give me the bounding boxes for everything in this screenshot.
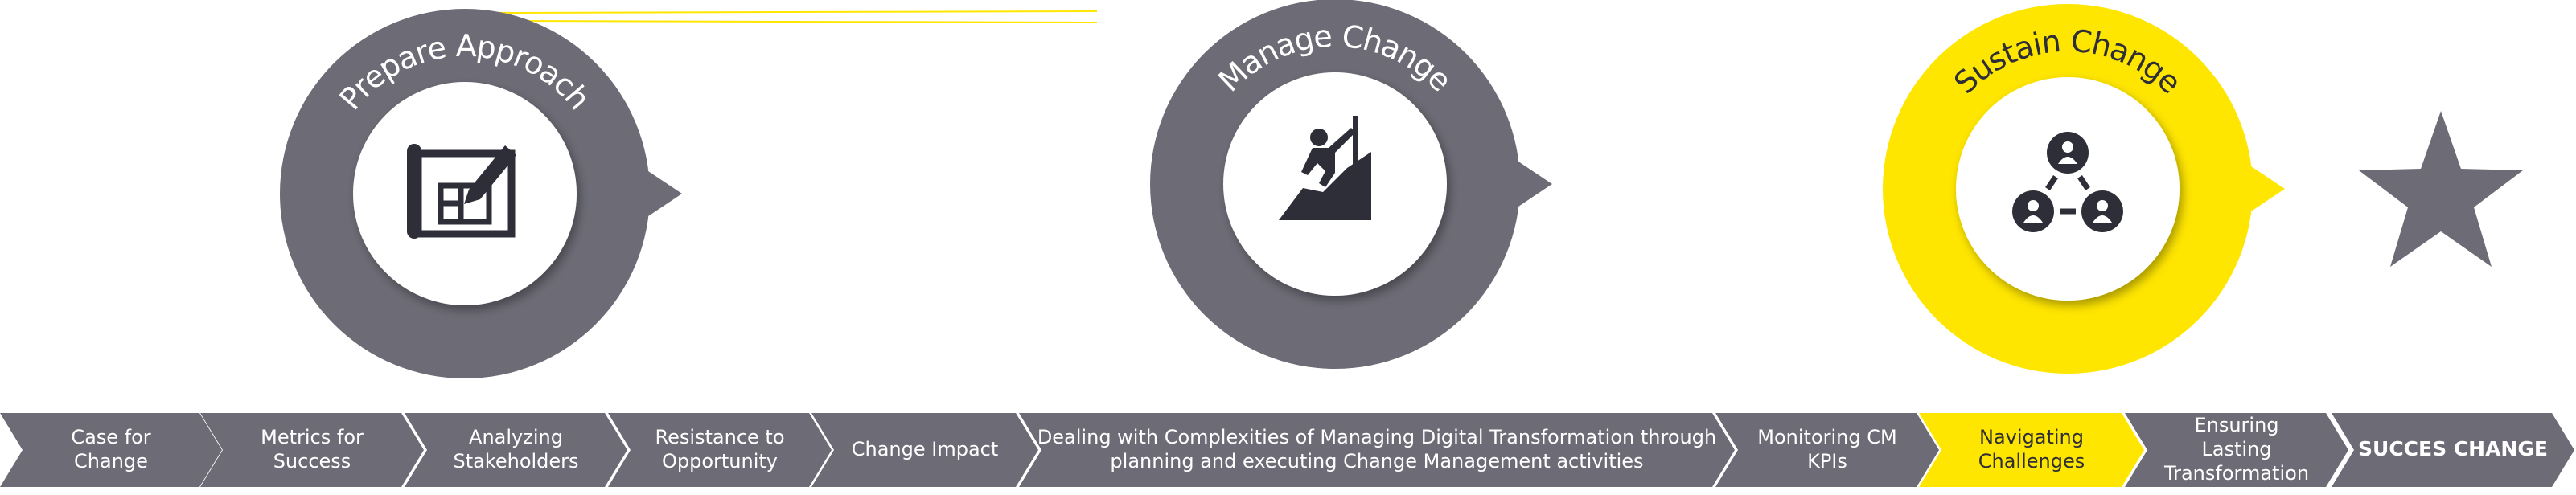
- icon-person-body: [2058, 157, 2077, 164]
- chevron-label: SUCCES CHANGE: [2358, 437, 2548, 460]
- chevron: [1715, 413, 1939, 487]
- chevron-label: Case for: [71, 426, 150, 448]
- chevron-label: Resistance to: [655, 426, 784, 448]
- chevron-label: Transformation: [2163, 462, 2309, 485]
- chevron: [608, 413, 832, 487]
- icon-body: [1301, 128, 1355, 187]
- inner-circle: [353, 82, 577, 305]
- chevron-label: Analyzing: [469, 426, 563, 448]
- chevron-label: Change Impact: [852, 438, 999, 460]
- icon-person-head: [2028, 200, 2039, 211]
- chevron: [200, 413, 424, 487]
- icon-person-head: [2097, 200, 2108, 211]
- chevron-label: Navigating: [1979, 426, 2084, 448]
- inner-circle: [1956, 77, 2180, 301]
- chevron: [2125, 413, 2348, 487]
- chevron-label: Monitoring CM: [1757, 426, 1896, 448]
- chevron: [2332, 413, 2574, 487]
- chevron-label: Dealing with Complexities of Managing Di…: [1037, 426, 1716, 448]
- icon-links: [2045, 175, 2090, 215]
- chevron-label: Metrics for: [261, 426, 364, 448]
- deco-line: [491, 10, 1098, 14]
- chevron-label: Lasting: [2201, 438, 2271, 460]
- icon-scroll: [407, 144, 421, 239]
- chevron: [811, 413, 1038, 487]
- icon-pencil: [464, 145, 516, 204]
- icon-climber: [1279, 152, 1371, 220]
- chevron: [405, 413, 627, 487]
- chevron-label: Challenges: [1978, 450, 2085, 472]
- chevron-label: Change: [74, 450, 148, 472]
- icon-person-head: [2062, 141, 2073, 153]
- chevron-label: Success: [273, 450, 351, 472]
- chevron-label: Ensuring: [2194, 414, 2278, 436]
- icon-person-body: [2093, 215, 2112, 223]
- star: [2359, 111, 2523, 267]
- icon-head: [1310, 129, 1328, 146]
- chevron-label: Opportunity: [662, 450, 778, 472]
- deco-line: [491, 20, 1098, 23]
- chevron-label: Stakeholders: [453, 450, 578, 472]
- chevron-label: planning and executing Change Management…: [1110, 450, 1643, 472]
- chevron: [1019, 413, 1735, 487]
- chevron-label: KPIs: [1807, 450, 1847, 472]
- chevron: [0, 413, 222, 487]
- chevron: [1919, 413, 2144, 487]
- icon-person-body: [2023, 215, 2043, 223]
